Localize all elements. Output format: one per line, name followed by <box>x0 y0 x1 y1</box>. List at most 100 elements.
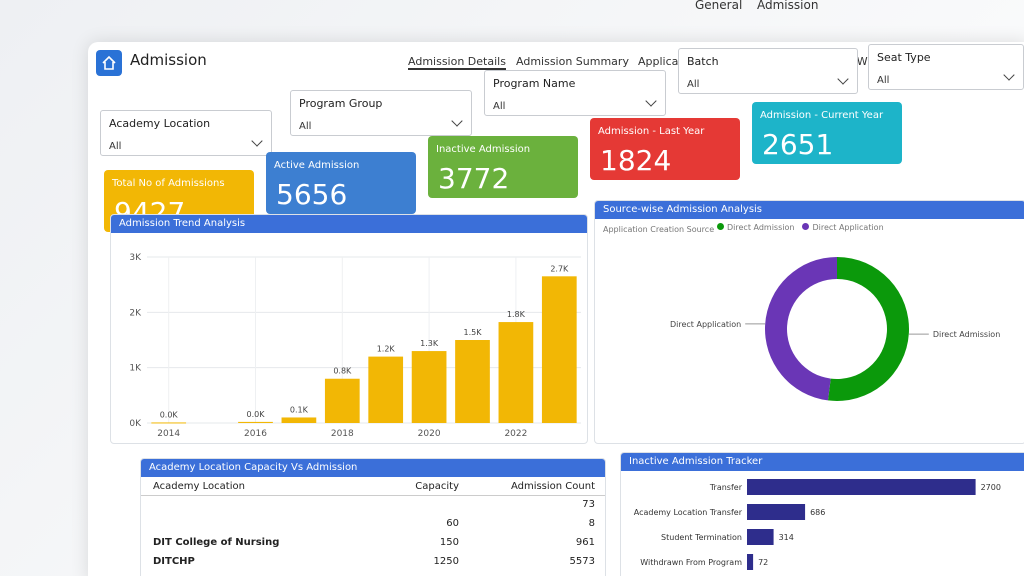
legend-title: Application Creation Source <box>603 225 715 234</box>
filter-dropdown[interactable]: Batch All <box>678 48 858 94</box>
kpi-card: Admission - Current Year 2651 <box>752 102 902 164</box>
table-cell: 1250 <box>433 556 459 567</box>
bar <box>747 554 754 570</box>
legend-item[interactable]: Direct Application <box>802 223 884 232</box>
data-label: 72 <box>758 558 768 567</box>
y-tick-label: 0K <box>129 419 142 429</box>
data-label: 686 <box>810 508 825 517</box>
data-label: 1.8K <box>507 310 526 319</box>
slice-label: Direct Admission <box>933 330 1000 339</box>
header-rule <box>141 495 605 496</box>
bar <box>455 340 490 423</box>
filter-label: Batch <box>687 55 719 68</box>
filter-dropdown[interactable]: Program Group All <box>290 90 472 136</box>
nav-tab[interactable]: Admission Summary <box>516 55 629 68</box>
table-cell: 961 <box>575 537 595 548</box>
legend-label: Direct Application <box>812 223 884 232</box>
filter-value: All <box>299 121 312 132</box>
table-cell: 73 <box>582 499 595 510</box>
chart-svg: Direct Admission Direct Application <box>670 257 1000 401</box>
data-label: 2700 <box>981 483 1001 492</box>
legend-swatch <box>802 223 810 230</box>
filter-dropdown[interactable]: Academy Location All <box>100 110 272 156</box>
panel-title: Admission Trend Analysis <box>111 215 587 233</box>
kpi-card: Admission - Last Year 1824 <box>590 118 740 180</box>
legend-item[interactable]: Direct Admission <box>717 223 794 232</box>
top-tab[interactable]: Admission <box>757 0 819 12</box>
kpi-label: Admission - Current Year <box>760 110 884 121</box>
bar <box>368 356 404 423</box>
nav-tab[interactable]: Admission Details <box>408 55 506 70</box>
x-tick-label: 2022 <box>504 429 527 439</box>
data-label: 0.8K <box>333 367 352 376</box>
bar <box>747 529 774 545</box>
table-panel: Academy Location Capacity Vs Admission Ac… <box>140 458 606 576</box>
bar <box>281 417 317 423</box>
bar <box>238 421 273 423</box>
x-tick-label: 2016 <box>244 429 267 439</box>
filter-value: All <box>877 75 890 86</box>
slice-label: Direct Application <box>670 320 741 329</box>
filter-label: Program Name <box>493 77 576 90</box>
x-tick-label: 2020 <box>418 429 441 439</box>
home-glyph <box>102 55 116 70</box>
panel-title: Academy Location Capacity Vs Admission <box>141 459 605 477</box>
chevron <box>837 73 849 85</box>
bar <box>151 422 187 424</box>
category-label: Transfer <box>709 483 743 492</box>
bar <box>747 479 976 495</box>
y-tick-label: 2K <box>129 308 142 318</box>
bar <box>324 378 360 423</box>
filter-value: All <box>687 79 700 90</box>
legend: Direct Admission Direct Application <box>717 223 884 232</box>
bar <box>498 322 534 423</box>
table-cell: 8 <box>588 518 595 529</box>
kpi-value: 3772 <box>438 162 510 195</box>
table-cell: DIT College of Nursing <box>153 537 280 548</box>
category-label: Withdrawn From Program <box>640 558 742 567</box>
table-cell: 150 <box>439 537 459 548</box>
kpi-value: 2651 <box>762 128 834 161</box>
chevron <box>645 95 657 107</box>
y-tick-label: 1K <box>129 364 142 374</box>
filter-label: Academy Location <box>109 117 211 130</box>
bar <box>541 276 577 423</box>
x-tick-label: 2014 <box>157 429 180 439</box>
kpi-label: Admission - Last Year <box>598 126 705 137</box>
kpi-label: Total No of Admissions <box>112 178 225 189</box>
chevron <box>451 115 463 127</box>
table-cell: Academy Location <box>153 481 245 492</box>
filter-dropdown[interactable]: Seat Type All <box>868 44 1024 90</box>
donut-slice <box>827 257 909 401</box>
chart-svg: Transfer 2700 Academy Location Transfer 686… <box>634 479 1001 570</box>
data-label: 2.7K <box>550 264 569 273</box>
bar <box>411 351 447 423</box>
table-cell: DITCHP <box>153 556 195 567</box>
data-label: 0.0K <box>247 410 266 419</box>
filter-dropdown[interactable]: Program Name All <box>484 70 666 116</box>
chevron <box>251 135 263 147</box>
legend-label: Direct Admission <box>727 223 795 232</box>
data-label: 314 <box>779 533 794 542</box>
table-cell: 60 <box>446 518 459 529</box>
legend-swatch <box>717 223 724 230</box>
bar <box>747 504 806 520</box>
kpi-label: Inactive Admission <box>436 144 531 155</box>
page-title: Admission <box>130 51 207 69</box>
data-label: 1.3K <box>420 339 439 348</box>
y-tick-label: 3K <box>129 253 142 263</box>
table-cell: 5573 <box>569 556 595 567</box>
filter-value: All <box>109 141 122 152</box>
panel-title: Source-wise Admission Analysis <box>595 201 1024 219</box>
data-label: 0.0K <box>160 410 179 419</box>
chart-svg: 0K 1K 2K 3K 2014 2016 2018 2020 2022 0.0K 0.0K 0.1K… <box>129 253 581 439</box>
kpi-value: 5656 <box>276 178 348 211</box>
donut-slice <box>765 257 837 401</box>
kpi-card: Active Admission 5656 <box>266 152 416 214</box>
x-tick-label: 2018 <box>331 429 354 439</box>
kpi-value: 1824 <box>600 144 672 177</box>
home-icon[interactable] <box>96 50 122 76</box>
top-tab[interactable]: General <box>695 0 743 12</box>
category-label: Academy Location Transfer <box>634 508 743 517</box>
